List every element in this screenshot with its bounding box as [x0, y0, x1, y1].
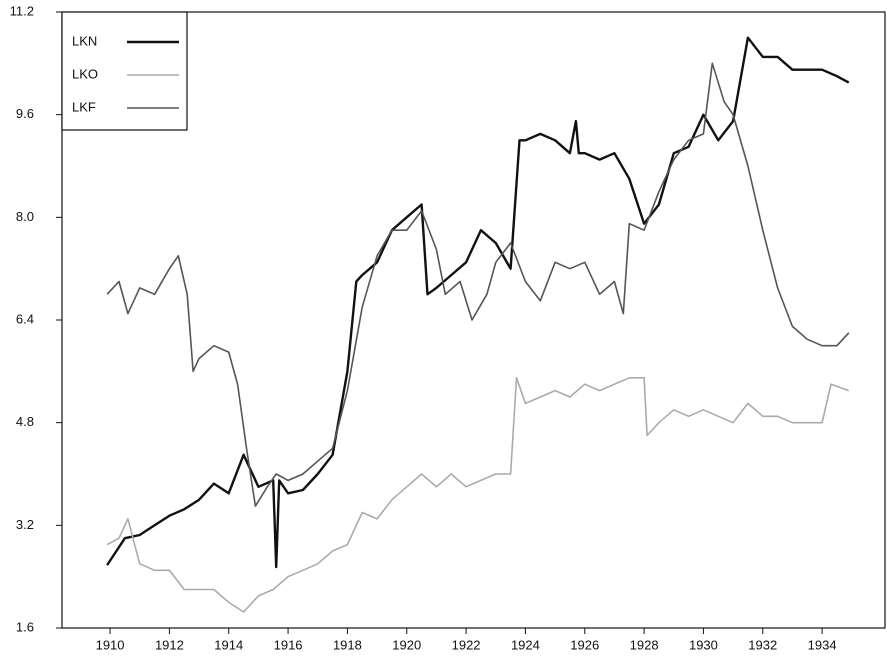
x-tick-label: 1920 — [392, 637, 421, 652]
x-tick-label: 1910 — [96, 637, 125, 652]
x-tick-label: 1918 — [333, 637, 362, 652]
y-tick-label: 11.2 — [10, 3, 34, 18]
legend-label: LKO — [72, 66, 98, 81]
y-tick-label: 1.6 — [16, 619, 34, 634]
x-tick-label: 1928 — [630, 637, 659, 652]
x-tick-label: 1932 — [748, 637, 777, 652]
x-tick-label: 1934 — [808, 637, 837, 652]
x-tick-label: 1914 — [214, 637, 243, 652]
series-line — [106, 36, 850, 569]
x-tick-label: 1916 — [274, 637, 303, 652]
series-line — [106, 62, 850, 507]
legend-box — [61, 11, 188, 131]
x-tick-label: 1922 — [452, 637, 481, 652]
y-tick-label: 3.2 — [16, 517, 34, 532]
y-tick-label: 9.6 — [16, 106, 34, 121]
x-tick-label: 1912 — [155, 637, 184, 652]
legend-label: LKN — [72, 33, 97, 48]
x-tick-label: 1926 — [570, 637, 599, 652]
y-tick-label: 4.8 — [16, 414, 34, 429]
x-tick-label: 1924 — [511, 637, 540, 652]
y-tick-label: 8.0 — [16, 209, 34, 224]
x-tick-label: 1930 — [689, 637, 718, 652]
series-line — [106, 377, 850, 613]
y-tick-label: 6.4 — [16, 311, 34, 326]
legend-label: LKF — [72, 99, 96, 114]
